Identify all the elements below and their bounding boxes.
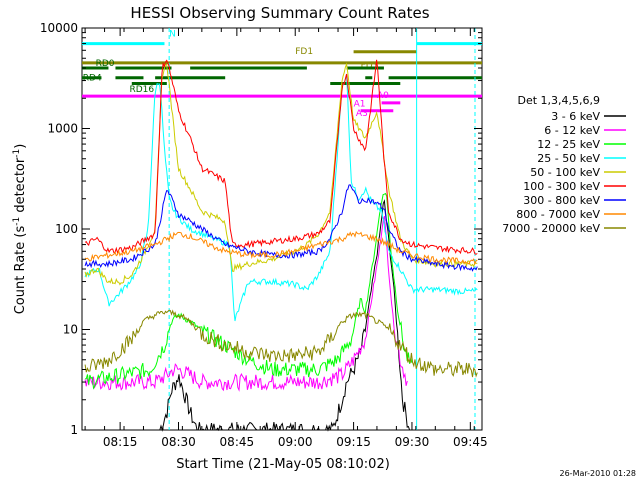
- x-tick-label-2: 08:45: [220, 435, 255, 449]
- legend-entry-5: 100 - 300 keV: [523, 180, 600, 193]
- legend-entry-8: 7000 - 20000 keV: [502, 222, 600, 235]
- chart-title: HESSI Observing Summary Count Rates: [130, 4, 429, 22]
- y-tick-label-3: 1000: [47, 122, 78, 136]
- x-tick-label-3: 09:00: [278, 435, 313, 449]
- state-label-rd0: RD0: [96, 59, 115, 69]
- series-line-7: [84, 230, 478, 266]
- footer-date: 26-Mar-2010 01:28: [560, 469, 637, 478]
- series-line-5: [84, 59, 478, 255]
- y-axis-label-sup1: -1: [12, 217, 22, 226]
- x-tick-label-5: 09:30: [395, 435, 430, 449]
- series-line-0: [159, 199, 411, 432]
- y-axis-label-sup2: -1: [12, 149, 22, 158]
- legend-entry-6: 300 - 800 keV: [523, 194, 600, 207]
- x-axis-label: Start Time (21-May-05 08:10:02): [176, 457, 390, 472]
- x-tick-label-1: 08:30: [161, 435, 196, 449]
- x-tick-label-0: 08:15: [103, 435, 138, 449]
- x-axis-ticks: 08:15 08:30 08:45 09:00 09:15 09:30 09:45: [84, 28, 488, 449]
- state-label-fd3: FD3: [361, 61, 379, 71]
- y-tick-label-4: 10000: [40, 21, 78, 35]
- legend-entry-3: 25 - 50 keV: [537, 152, 600, 165]
- state-label-a0: A0: [377, 91, 389, 101]
- y-axis-label-end: ): [13, 144, 28, 149]
- y-tick-label-0: 1: [70, 423, 78, 437]
- series-line-1: [84, 215, 408, 392]
- series-line-8: [84, 309, 478, 378]
- x-tick-label-4: 09:15: [336, 435, 371, 449]
- series-line-3: [84, 75, 478, 322]
- series-lines: [84, 59, 478, 432]
- legend-entry-4: 50 - 100 keV: [530, 166, 600, 179]
- legend-entry-2: 12 - 25 keV: [537, 138, 600, 151]
- y-axis-label-mid: detector: [13, 157, 28, 217]
- state-label-fd1: FD1: [295, 47, 313, 57]
- state-label-n: N: [169, 30, 176, 40]
- legend-entry-1: 6 - 12 keV: [544, 124, 600, 137]
- x-tick-label-6: 09:45: [453, 435, 488, 449]
- legend-entry-0: 3 - 6 keV: [551, 110, 600, 123]
- state-label-a1: A1: [354, 100, 366, 110]
- legend-header: Det 1,3,4,5,6,9: [517, 94, 600, 107]
- legend-entry-7: 800 - 7000 keV: [516, 208, 600, 221]
- state-label-a3: A3: [356, 109, 368, 119]
- state-label-rd16: RD16: [129, 85, 154, 95]
- vertical-lines: [168, 28, 476, 430]
- y-tick-label-1: 10: [63, 323, 78, 337]
- y-tick-label-2: 100: [55, 222, 78, 236]
- y-axis-label-main: Count Rate (s: [13, 226, 28, 315]
- y-axis-ticks: 1 10 100 1000 10000: [40, 21, 482, 437]
- state-label-rd4: RD4: [83, 74, 102, 84]
- series-line-2: [85, 192, 413, 390]
- y-axis-label: Count Rate (s-1 detector-1): [12, 144, 28, 315]
